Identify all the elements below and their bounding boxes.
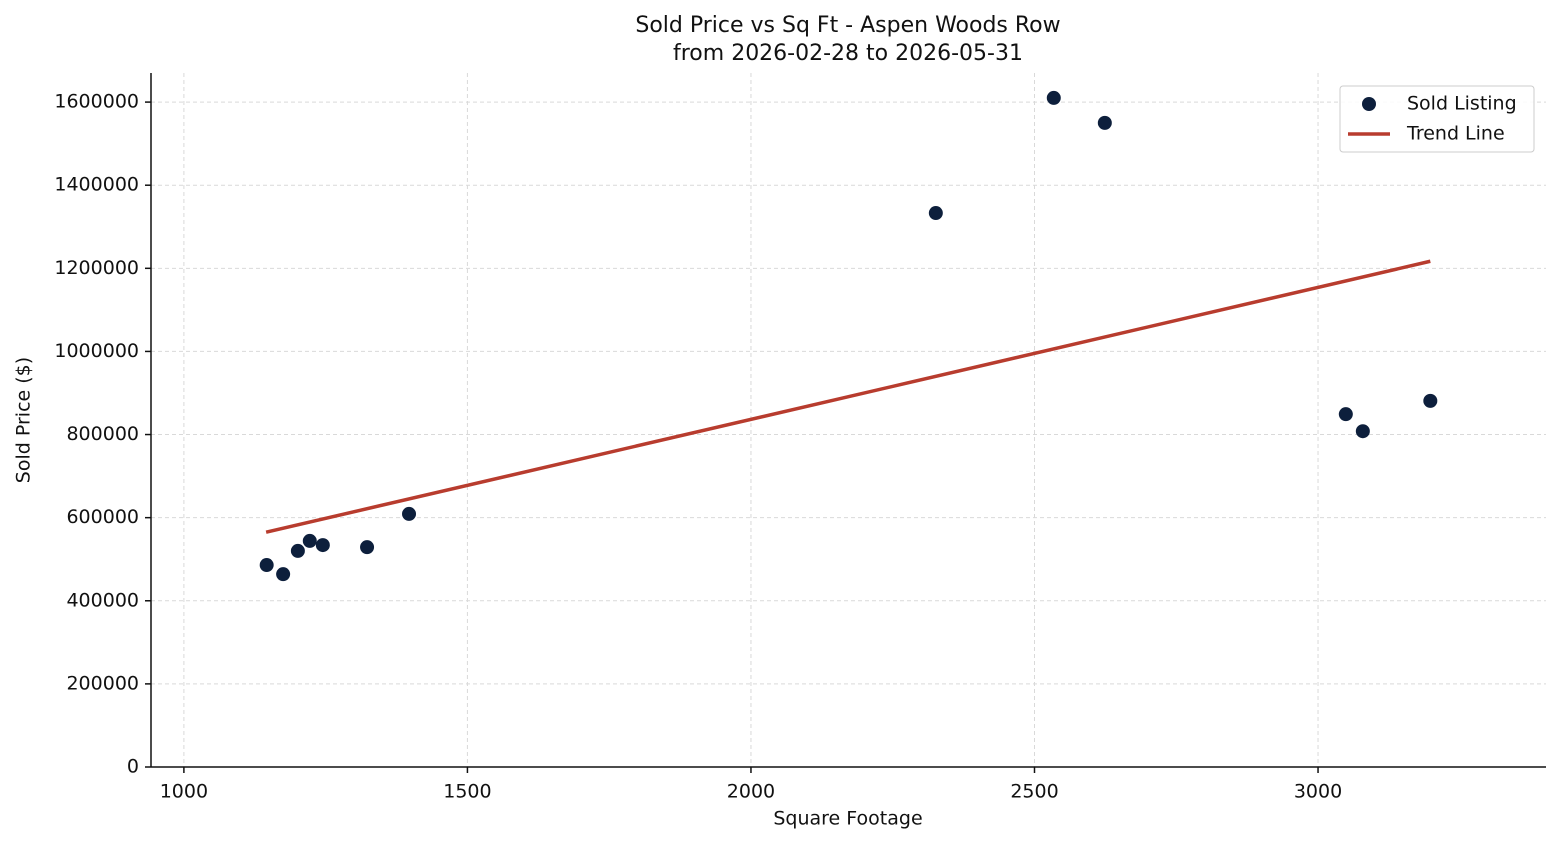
data-point xyxy=(1046,90,1061,105)
y-tick-label: 200000 xyxy=(66,672,139,694)
y-tick-label: 1000000 xyxy=(54,340,139,362)
y-axis-label: Sold Price ($) xyxy=(13,357,35,483)
y-tick-label: 400000 xyxy=(66,589,139,611)
x-tick-label: 1500 xyxy=(443,781,491,803)
chart-title: Sold Price vs Sq Ft - Aspen Woods Row xyxy=(635,13,1060,38)
data-point xyxy=(302,533,317,548)
y-tick-label: 0 xyxy=(127,756,139,778)
legend-label: Trend Line xyxy=(1406,123,1505,145)
data-point xyxy=(1097,115,1112,130)
legend-label: Sold Listing xyxy=(1407,93,1517,115)
data-point xyxy=(360,540,375,555)
x-tick-label: 2000 xyxy=(727,781,775,803)
data-point xyxy=(1355,424,1370,439)
data-point xyxy=(1338,407,1353,422)
data-point xyxy=(402,506,417,521)
x-tick-label: 1000 xyxy=(160,781,208,803)
data-point xyxy=(290,543,305,558)
x-tick-label: 2500 xyxy=(1010,781,1058,803)
legend-marker xyxy=(1362,97,1376,111)
data-point xyxy=(928,206,943,221)
data-point xyxy=(259,558,274,573)
y-tick-label: 600000 xyxy=(66,506,139,528)
y-tick-label: 1600000 xyxy=(54,91,139,113)
chart-subtitle: from 2026-02-28 to 2026-05-31 xyxy=(673,41,1023,66)
x-axis-label: Square Footage xyxy=(773,808,922,830)
legend: Sold Listing Trend Line xyxy=(1339,85,1535,153)
data-point xyxy=(1423,393,1438,408)
y-tick-label: 1200000 xyxy=(54,257,139,279)
y-tick-label: 1400000 xyxy=(54,174,139,196)
trend-line xyxy=(265,259,1431,534)
data-point xyxy=(276,567,291,582)
grid xyxy=(151,73,1546,768)
y-tick-label: 800000 xyxy=(66,423,139,445)
x-tick-label: 3000 xyxy=(1294,781,1342,803)
data-point xyxy=(315,538,330,553)
